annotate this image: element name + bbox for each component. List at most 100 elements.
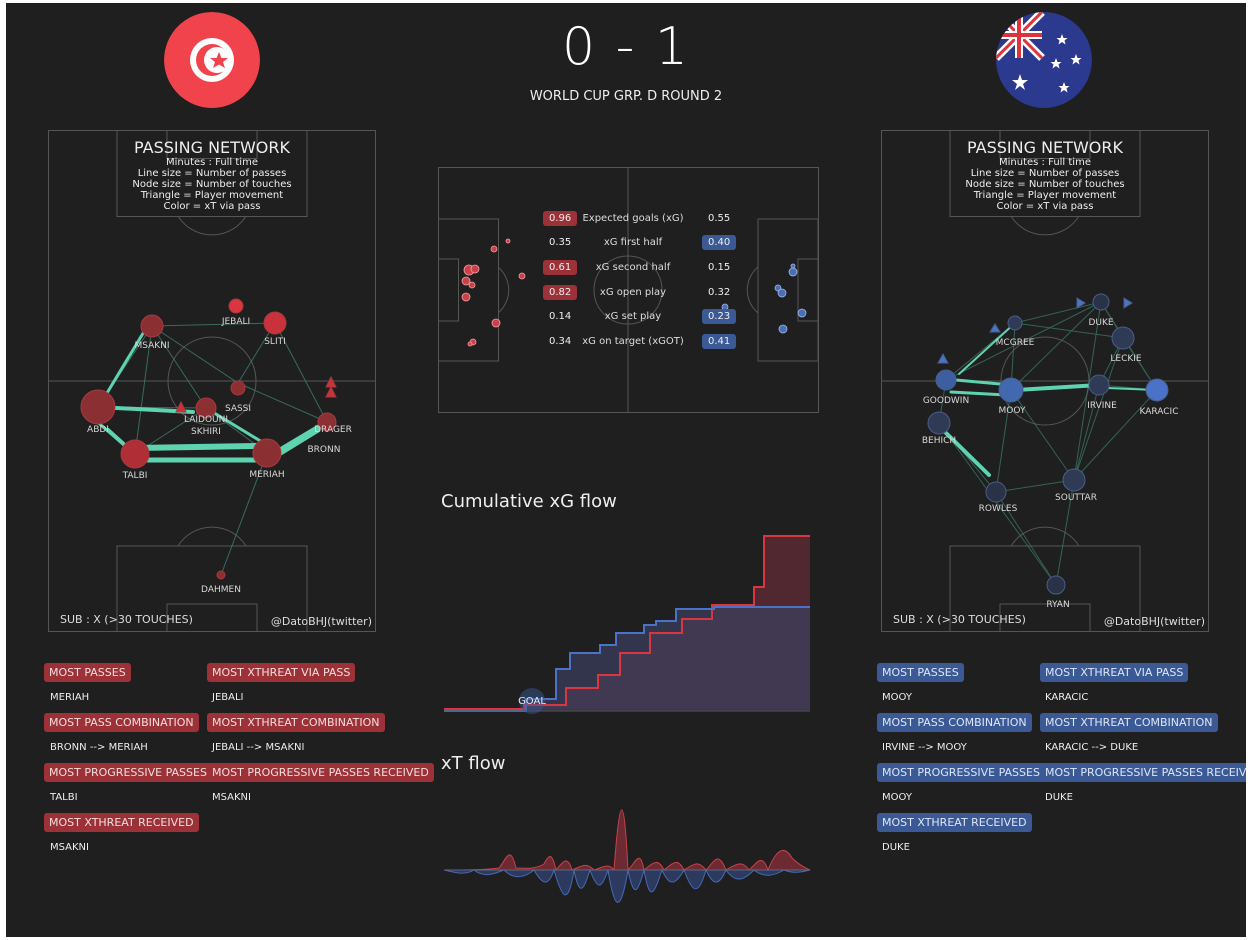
network-legend: PASSING NETWORK Minutes : Full time Line…: [951, 138, 1139, 212]
player-label: KARACIC: [1139, 407, 1178, 417]
stat-label: xG on target (xGOT): [582, 336, 684, 347]
highlight-tag: MOST PROGRESSIVE PASSES RECEIVED: [1040, 763, 1246, 782]
credit-text: @DatoBHJ(twitter): [270, 615, 372, 628]
player-label: SKHIRI: [191, 427, 221, 437]
legend-line: Line size = Number of passes: [137, 168, 287, 179]
player-label: MCGREE: [996, 338, 1035, 348]
highlight-tag: MOST PROGRESSIVE PASSES: [877, 763, 1045, 782]
away-xg-value: 0.15: [708, 262, 731, 273]
xg-flow-chart: GOAL: [444, 535, 810, 714]
match-subtitle: WORLD CUP GRP. D ROUND 2: [529, 89, 723, 104]
highlight-tag: MOST XTHREAT VIA PASS: [1040, 663, 1189, 682]
player-label: DAHMEN: [201, 585, 241, 595]
legend-line: Triangle = Player movement: [973, 190, 1117, 201]
highlight-value: DUKE: [882, 842, 910, 853]
player-label: BEHICH: [922, 436, 956, 446]
home-xg-value: 0.35: [549, 237, 572, 248]
player-label: JEBALI: [221, 317, 250, 327]
player-label: TALBI: [122, 471, 148, 481]
highlight-value: IRVINE --> MOOY: [882, 742, 967, 753]
player-label: MERIAH: [249, 470, 284, 480]
sub-note: SUB : X (>30 TOUCHES): [893, 613, 1026, 626]
legend-line: Line size = Number of passes: [970, 168, 1120, 179]
goal-marker: GOAL: [518, 696, 546, 707]
highlight-tag: MOST PASSES: [44, 663, 131, 682]
highlight-value: JEBALI: [212, 692, 244, 703]
home-xg-value: 0.14: [549, 311, 572, 322]
highlight-value: MERIAH: [50, 692, 90, 703]
highlight-tag: MOST XTHREAT RECEIVED: [877, 813, 1032, 832]
away-passing-network: DUKE MCGREE LECKIE GOODWIN MOOY IRVINE K…: [881, 130, 1209, 632]
tunisia-flag-icon: [164, 12, 260, 108]
player-label: MSAKNI: [134, 341, 169, 351]
xt-flow-title: xT flow: [441, 753, 506, 774]
legend-line: Node size = Number of touches: [132, 179, 292, 190]
stat-label: xG second half: [595, 262, 671, 273]
player-label: ROWLES: [979, 504, 1018, 514]
highlight-value: MOOY: [882, 692, 912, 703]
network-title: PASSING NETWORK: [967, 138, 1123, 157]
highlight-tag: MOST PASS COMBINATION: [44, 713, 199, 732]
highlight-tag: MOST PASSES: [877, 663, 964, 682]
highlight-value: JEBALI --> MSAKNI: [212, 742, 305, 753]
stat-label: xG open play: [599, 287, 667, 298]
away-xg-value: 0.55: [708, 213, 731, 224]
highlight-tag: MOST PASS COMBINATION: [877, 713, 1032, 732]
player-label: IRVINE: [1087, 401, 1117, 411]
stat-label: Expected goals (xG): [582, 213, 684, 224]
highlight-value: KARACIC: [1045, 692, 1089, 703]
highlight-tag: MOST PROGRESSIVE PASSES: [44, 763, 212, 782]
away-pitch: DUKE MCGREE LECKIE GOODWIN MOOY IRVINE K…: [881, 130, 1209, 632]
highlight-value: KARACIC --> DUKE: [1045, 742, 1139, 753]
highlight-tag: MOST PROGRESSIVE PASSES RECEIVED: [207, 763, 434, 782]
highlight-tag: MOST XTHREAT VIA PASS: [207, 663, 356, 682]
legend-line: Minutes : Full time: [166, 157, 258, 168]
xt-flow-chart: [444, 809, 811, 903]
highlight-value: DUKE: [1045, 792, 1073, 803]
credit-text: @DatoBHJ(twitter): [1103, 615, 1205, 628]
player-label: SOUTTAR: [1055, 493, 1097, 503]
legend-line: Color = xT via pass: [996, 201, 1094, 212]
network-title: PASSING NETWORK: [134, 138, 290, 157]
xg-flow-title: Cumulative xG flow: [441, 491, 617, 512]
highlight-value: TALBI: [50, 792, 78, 803]
away-xg-value: 0.40: [702, 235, 737, 250]
away-xg-value: 0.32: [708, 287, 731, 298]
home-pitch: JEBALI SLITI MSAKNI SASSI LAIDOUNI SKHIR…: [48, 130, 376, 632]
legend-line: Minutes : Full time: [999, 157, 1091, 168]
player-label: LECKIE: [1110, 354, 1142, 364]
home-xg-value: 0.61: [543, 260, 578, 275]
stat-label: xG set play: [604, 311, 662, 322]
legend-line: Node size = Number of touches: [965, 179, 1125, 190]
player-label: RYAN: [1046, 600, 1069, 610]
player-label: SASSI: [225, 404, 251, 414]
home-passing-network: JEBALI SLITI MSAKNI SASSI LAIDOUNI SKHIR…: [48, 130, 376, 632]
player-label: DUKE: [1088, 318, 1113, 328]
sub-note: SUB : X (>30 TOUCHES): [60, 613, 193, 626]
player-label: MOOY: [999, 406, 1026, 416]
legend-line: Triangle = Player movement: [140, 190, 284, 201]
player-label: BRONN: [308, 445, 341, 455]
highlight-tag: MOST XTHREAT COMBINATION: [1040, 713, 1218, 732]
highlight-value: MSAKNI: [50, 842, 89, 853]
australia-flag-icon: [996, 12, 1092, 108]
match-dashboard: 0 - 1 WORLD CUP GRP. D ROUND 2: [6, 3, 1246, 937]
player-label: GOODWIN: [923, 396, 969, 406]
player-label: SLITI: [264, 337, 286, 347]
highlight-value: MSAKNI: [212, 792, 251, 803]
network-legend: PASSING NETWORK Minutes : Full time Line…: [118, 138, 306, 212]
shot-map: 0.96 Expected goals (xG) 0.55 0.35 xG fi…: [438, 167, 819, 413]
away-xg-value: 0.41: [702, 334, 737, 349]
highlight-tag: MOST XTHREAT RECEIVED: [44, 813, 199, 832]
home-xg-value: 0.96: [543, 211, 578, 226]
home-xg-value: 0.82: [543, 285, 578, 300]
highlight-value: BRONN --> MERIAH: [50, 742, 148, 753]
stat-label: xG first half: [603, 237, 663, 248]
player-label: ABDI: [87, 425, 109, 435]
player-label: DRAGER: [314, 425, 352, 435]
legend-line: Color = xT via pass: [163, 201, 261, 212]
highlight-tag: MOST XTHREAT COMBINATION: [207, 713, 385, 732]
player-label: LAIDOUNI: [184, 415, 228, 425]
highlight-value: MOOY: [882, 792, 912, 803]
away-xg-value: 0.23: [702, 309, 737, 324]
